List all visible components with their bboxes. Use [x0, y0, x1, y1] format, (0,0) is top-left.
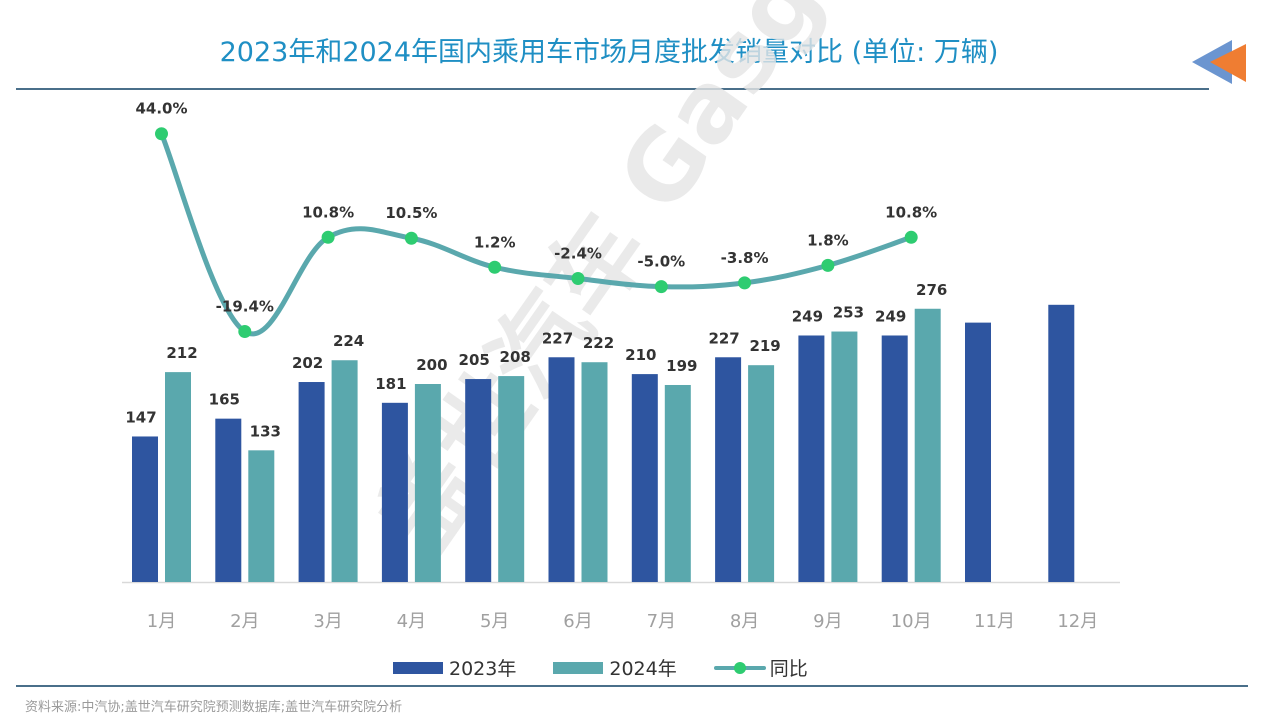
yoy-label-9: 1.8%	[807, 231, 849, 249]
label-2023-5: 205	[459, 351, 490, 369]
bar-2024-7	[664, 384, 691, 582]
x-tick-label: 6月	[563, 611, 592, 632]
yoy-point-7	[654, 280, 668, 294]
bar-2023-4	[381, 402, 408, 582]
bar-2024-6	[581, 362, 608, 582]
x-tick-label: 1月	[147, 611, 176, 632]
label-2024-3: 224	[333, 332, 364, 350]
label-2024-8: 219	[749, 337, 780, 355]
label-2024-9: 253	[833, 304, 864, 322]
x-tick-label: 9月	[813, 611, 842, 632]
label-2023-4: 181	[375, 375, 406, 393]
legend-item-2023: 2023年	[393, 654, 516, 681]
yoy-label-8: -3.8%	[721, 249, 769, 267]
legend-item-yoy: 同比	[713, 654, 808, 681]
yoy-label-4: 10.5%	[385, 204, 437, 222]
yoy-label-6: -2.4%	[554, 244, 602, 262]
yoy-label-10: 10.8%	[885, 203, 937, 221]
yoy-point-5	[488, 260, 502, 274]
label-2023-2: 165	[209, 391, 240, 409]
back-arrow-icon[interactable]	[1190, 38, 1250, 86]
bar-2023-6	[548, 357, 575, 582]
yoy-label-3: 10.8%	[302, 203, 354, 221]
bar-2023-11	[965, 322, 991, 582]
legend-label-2024: 2024年	[609, 658, 677, 680]
bar-2024-9	[831, 331, 858, 582]
yoy-point-1	[155, 127, 168, 141]
x-tick-label: 11月	[974, 611, 1015, 632]
yoy-point-3	[321, 230, 335, 244]
bar-2023-12	[1048, 304, 1075, 582]
source-note: 资料来源:中汽协;盖世汽车研究院预测数据库;盖世汽车研究院分析	[25, 700, 403, 715]
x-tick-label: 3月	[313, 611, 342, 632]
legend-swatch-yoy	[713, 661, 766, 674]
yoy-line	[159, 131, 914, 337]
bar-2024-5	[498, 376, 525, 582]
label-2023-10: 249	[875, 307, 906, 325]
bar-2023-5	[465, 379, 492, 582]
legend-label-yoy: 同比	[769, 658, 808, 680]
label-2024-4: 200	[416, 356, 447, 374]
bar-2023-10	[881, 335, 908, 582]
x-tick-label: 4月	[397, 611, 426, 632]
label-2023-8: 227	[708, 329, 739, 347]
arrow-orange-shape	[1210, 44, 1246, 82]
bar-2024-2	[248, 450, 275, 582]
bar-2024-3	[331, 360, 358, 582]
bar-2023-2	[215, 418, 242, 582]
x-tick-label: 10月	[891, 611, 932, 632]
yoy-point-2	[238, 325, 252, 339]
x-tick-label: 2月	[230, 611, 259, 632]
page-title: 2023年和2024年国内乘用车市场月度批发销量对比 (单位: 万辆)	[219, 37, 999, 68]
x-tick-label: 5月	[480, 611, 509, 632]
label-2024-7: 199	[666, 357, 697, 375]
chart-legend: 2023年 2024年 同比	[393, 654, 845, 681]
bar-2023-9	[798, 335, 825, 582]
label-2024-6: 222	[583, 334, 614, 352]
label-2024-10: 276	[916, 281, 947, 299]
label-2023-9: 249	[792, 307, 823, 325]
bar-2023-7	[631, 374, 658, 582]
header-divider	[16, 88, 1209, 90]
x-tick-label: 7月	[647, 611, 676, 632]
yoy-point-8	[738, 276, 752, 290]
legend-label-2023: 2023年	[449, 658, 517, 680]
label-2024-5: 208	[500, 348, 531, 366]
label-2023-7: 210	[625, 346, 656, 364]
bar-2023-1	[132, 436, 158, 582]
yoy-point-4	[404, 231, 418, 245]
yoy-label-7: -5.0%	[637, 253, 685, 271]
label-2023-1: 147	[125, 408, 156, 426]
label-2023-6: 227	[542, 329, 573, 347]
footer-divider	[16, 685, 1248, 687]
bar-2024-1	[165, 372, 191, 582]
yoy-label-2: -19.4%	[216, 298, 274, 316]
yoy-point-6	[571, 271, 585, 285]
label-2024-1: 212	[166, 344, 197, 362]
x-tick-label: 8月	[730, 611, 759, 632]
bar-2024-4	[414, 384, 441, 582]
yoy-label-5: 1.2%	[474, 233, 516, 251]
label-2023-3: 202	[292, 354, 323, 372]
bar-2024-8	[748, 365, 775, 582]
yoy-label-1: 44.0%	[135, 100, 187, 118]
yoy-point-9	[821, 258, 835, 272]
x-tick-label: 12月	[1057, 611, 1098, 632]
bar-2024-10	[914, 308, 941, 582]
bar-2023-3	[298, 382, 325, 582]
yoy-point-10	[904, 230, 918, 244]
legend-item-2024: 2024年	[553, 654, 677, 681]
legend-swatch-2023	[393, 661, 443, 674]
label-2024-2: 133	[250, 422, 281, 440]
bar-2023-8	[715, 357, 742, 582]
legend-swatch-2024	[553, 661, 604, 674]
